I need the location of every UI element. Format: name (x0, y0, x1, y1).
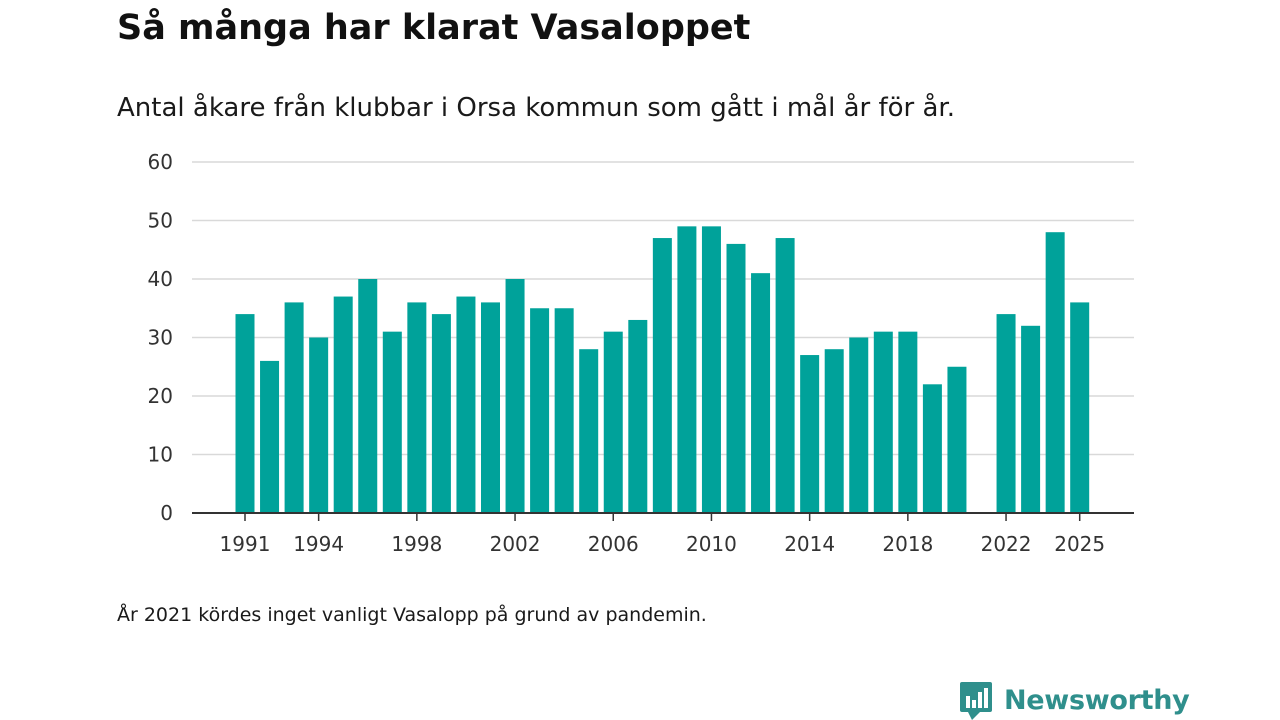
bar (677, 226, 697, 513)
bar (260, 360, 280, 513)
bar (726, 243, 746, 513)
bar (751, 273, 771, 513)
bar (530, 308, 550, 513)
bar (1070, 302, 1090, 513)
bar (628, 319, 648, 513)
bar (579, 349, 599, 513)
x-tick-label: 2006 (588, 532, 639, 556)
x-tick-label: 2014 (784, 532, 835, 556)
y-tick-label: 60 (148, 150, 173, 174)
bar (849, 337, 869, 513)
bar (309, 337, 329, 513)
bar (481, 302, 500, 513)
x-tick-label: 2010 (686, 532, 737, 556)
y-tick-label: 30 (148, 326, 173, 350)
bar (922, 384, 942, 513)
bar (407, 302, 427, 513)
bar (505, 279, 525, 513)
x-tick-label: 2022 (981, 532, 1032, 556)
bar (947, 366, 967, 513)
bar (284, 302, 304, 513)
x-tick-label: 1991 (220, 532, 271, 556)
chart-subtitle: Antal åkare från klubbar i Orsa kommun s… (117, 93, 955, 123)
bar (333, 296, 353, 513)
bar (824, 349, 844, 513)
bar (358, 279, 378, 513)
brand-name: Newsworthy (1004, 684, 1190, 716)
chart-title: Så många har klarat Vasaloppet (117, 8, 751, 48)
newsworthy-logo[interactable]: Newsworthy (960, 680, 1190, 720)
bar (382, 331, 402, 513)
x-tick-label: 1998 (391, 532, 442, 556)
x-tick-label: 2002 (490, 532, 541, 556)
y-tick-label: 10 (148, 443, 173, 467)
y-tick-label: 20 (148, 384, 173, 408)
bar (1045, 232, 1065, 513)
y-tick-label: 40 (148, 267, 173, 291)
footnote: År 2021 kördes inget vanligt Vasalopp på… (117, 604, 707, 626)
x-tick-label: 2025 (1054, 532, 1105, 556)
bar (456, 296, 476, 513)
x-tick-label: 1994 (293, 532, 344, 556)
bar (873, 331, 893, 513)
x-tick-label: 2018 (882, 532, 933, 556)
bar (898, 331, 918, 513)
bar (235, 314, 255, 513)
bar (775, 238, 795, 514)
bar (431, 314, 451, 513)
bar-chart-logo-icon (960, 682, 992, 720)
bar (603, 331, 623, 513)
bar (996, 314, 1016, 513)
bar (554, 308, 574, 513)
bar (701, 226, 721, 513)
bar (800, 355, 820, 513)
bar (652, 238, 672, 514)
y-tick-label: 50 (148, 209, 173, 233)
y-tick-label: 0 (160, 501, 173, 525)
bar (1021, 325, 1041, 513)
